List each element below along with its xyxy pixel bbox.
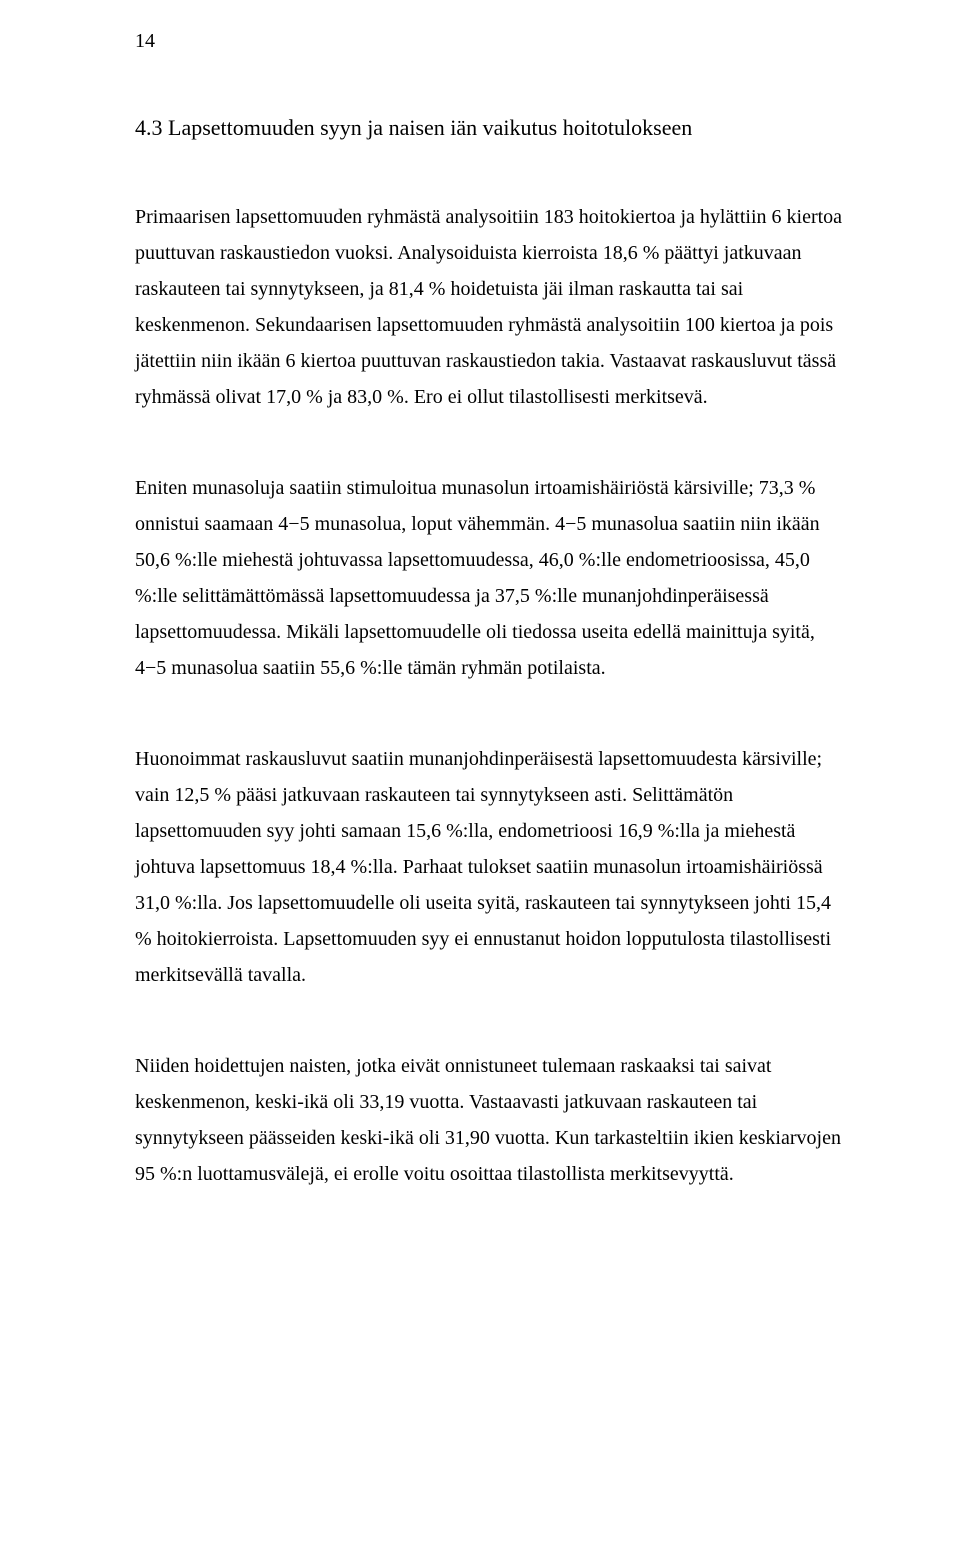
body-paragraph: Eniten munasoluja saatiin stimuloitua mu… <box>135 470 850 686</box>
page-number: 14 <box>135 30 850 53</box>
section-heading: 4.3 Lapsettomuuden syyn ja naisen iän va… <box>135 113 850 144</box>
body-paragraph: Huonoimmat raskausluvut saatiin munanjoh… <box>135 741 850 993</box>
body-paragraph: Niiden hoidettujen naisten, jotka eivät … <box>135 1048 850 1192</box>
body-paragraph: Primaarisen lapsettomuuden ryhmästä anal… <box>135 199 850 415</box>
document-page: 14 4.3 Lapsettomuuden syyn ja naisen iän… <box>0 0 960 1545</box>
